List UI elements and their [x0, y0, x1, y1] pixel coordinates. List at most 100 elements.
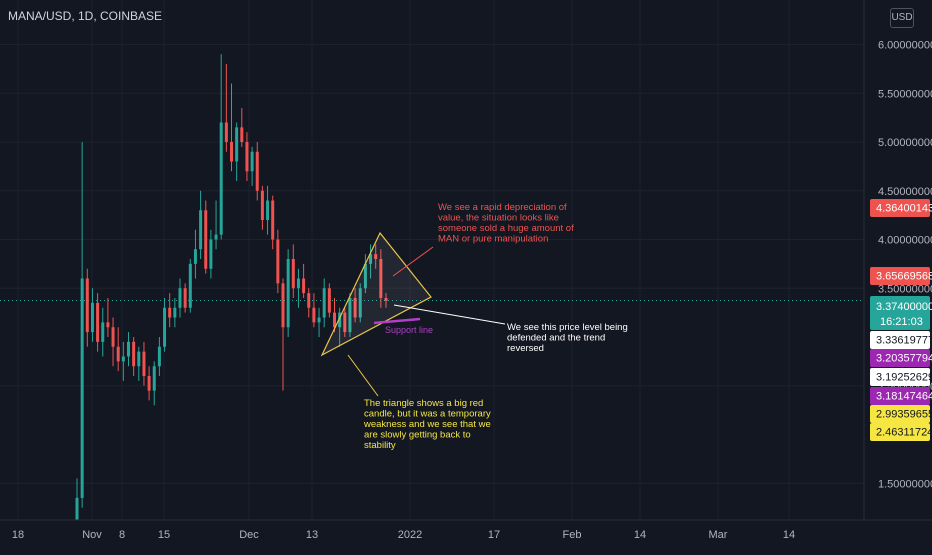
candle-body	[322, 288, 326, 318]
candle-body	[199, 210, 203, 250]
annotation-line: MAN or pure manipulation	[438, 234, 548, 245]
candle-body	[343, 312, 347, 333]
candle-body	[193, 249, 197, 264]
candle-body	[312, 307, 316, 323]
triangle-note: The triangle shows a big red candle, but …	[363, 398, 491, 451]
candle-body	[90, 302, 94, 333]
candle	[188, 259, 192, 313]
candle	[250, 146, 254, 186]
candle-body	[121, 356, 125, 362]
candle	[204, 200, 208, 274]
candle	[348, 293, 352, 337]
candle	[230, 83, 233, 172]
candle	[312, 293, 316, 328]
depreciation-note: We see a rapid depreciation of value, the…	[438, 202, 574, 245]
candle	[245, 132, 249, 181]
candle	[96, 293, 100, 352]
candle-body	[291, 259, 295, 289]
candle-body	[266, 200, 270, 220]
price-label: 2.99359655	[870, 405, 932, 423]
candle-body	[276, 239, 280, 284]
currency-button[interactable]: USD	[890, 8, 914, 28]
price-label: 2.46311724	[870, 423, 932, 441]
candle-body	[137, 351, 141, 367]
candle	[157, 337, 161, 376]
candle	[116, 327, 120, 372]
candle-body	[358, 288, 362, 318]
candle	[132, 337, 136, 376]
price-label-text: 3.18147464	[876, 391, 932, 403]
annotation-line: weakness and we see that we	[363, 419, 491, 430]
price-label: 3.18147464	[870, 387, 932, 405]
candle-body	[235, 127, 239, 162]
candle-body	[96, 302, 100, 342]
candle-body	[85, 278, 89, 333]
candle	[90, 288, 94, 342]
x-tick-label: 13	[306, 529, 318, 541]
candle-body	[307, 293, 311, 308]
defended-note: We see this price level being defended an…	[507, 322, 628, 354]
price-label-bg	[870, 423, 930, 441]
price-label-text: 2.46311724	[876, 427, 932, 439]
candle-body	[245, 142, 249, 172]
x-tick-label: 2022	[398, 529, 422, 541]
price-label-bg	[870, 199, 930, 217]
annotation-line: someone sold a huge amount of	[438, 223, 574, 234]
candle	[152, 361, 156, 406]
candle	[183, 283, 187, 313]
price-label-text: 3.19252629	[876, 372, 932, 384]
annotation-line: defended and the trend	[507, 333, 605, 344]
triangle-pattern	[320, 231, 432, 357]
x-tick-label: Dec	[239, 529, 259, 541]
candle	[199, 190, 203, 259]
candle-body	[363, 263, 367, 289]
candle	[106, 298, 110, 337]
price-label: 3.65669568	[870, 267, 932, 285]
countdown-timer: 16:21:03	[880, 316, 923, 328]
candle	[173, 298, 177, 328]
candle-body	[80, 278, 84, 498]
candle	[101, 307, 105, 357]
candle-body	[348, 298, 352, 333]
price-label-text: 2.99359655	[876, 409, 932, 421]
y-tick-label: 3.50000000	[878, 283, 932, 295]
candle	[178, 278, 182, 318]
candle	[317, 307, 321, 337]
x-tick-label: 17	[488, 529, 500, 541]
defended-pointer	[393, 304, 506, 325]
y-tick-label: 6.00000000	[878, 40, 932, 52]
x-tick-label: 15	[158, 529, 170, 541]
candle-body	[106, 322, 110, 328]
y-tick-label: 5.00000000	[878, 137, 932, 149]
price-label-text: 4.36400143	[876, 203, 932, 215]
candle	[271, 195, 275, 250]
candle-body	[147, 376, 151, 391]
symbol-title[interactable]: MANA/USD, 1D, COINBASE	[8, 9, 163, 23]
candle	[240, 107, 244, 147]
price-label-text: 3.65669568	[876, 271, 932, 283]
price-label: 3.20357794	[870, 349, 932, 367]
price-label-text: 3.20357794	[876, 353, 932, 365]
annotation-line: reversed	[507, 343, 544, 354]
candle-body	[240, 127, 244, 142]
candle	[80, 142, 84, 508]
candle-body	[101, 322, 105, 342]
candle	[369, 244, 373, 279]
candle	[374, 244, 378, 269]
candle-body	[353, 298, 357, 318]
support-line	[373, 317, 421, 325]
candle	[307, 288, 311, 318]
annotation-line: are slowly getting back to	[364, 430, 471, 441]
drawings	[320, 231, 506, 397]
candle	[127, 332, 130, 367]
x-tick-label: Feb	[563, 529, 582, 541]
candle	[286, 249, 290, 337]
candle-body	[75, 497, 79, 523]
candle-body	[142, 351, 146, 376]
candle-body	[296, 278, 300, 289]
y-tick-label: 1.50000000	[878, 478, 932, 490]
x-tick-label: Nov	[82, 529, 102, 541]
